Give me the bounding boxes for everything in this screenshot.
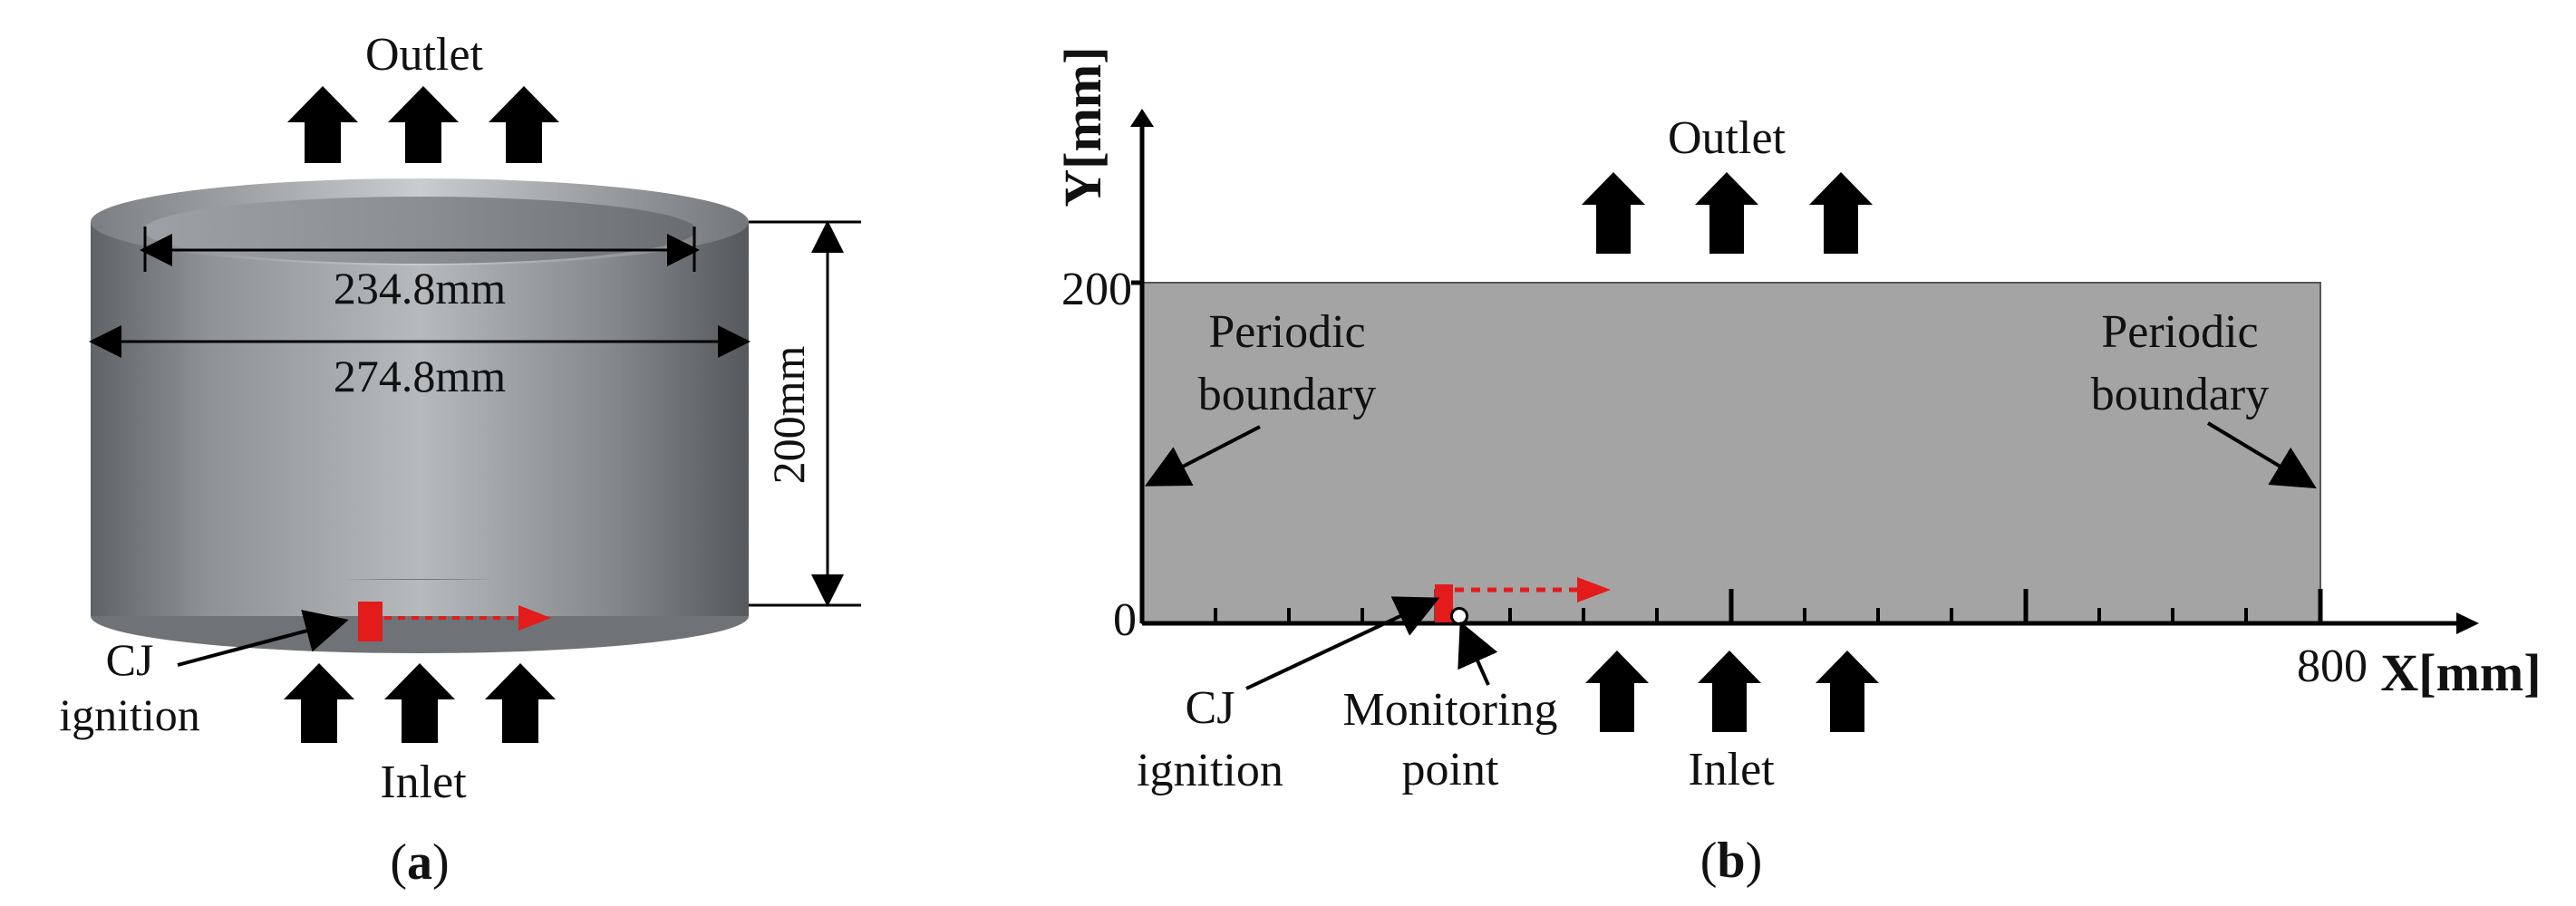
periodic-right-line-1: Periodic — [2101, 306, 2258, 358]
panel-a-caption: (a) — [390, 834, 449, 891]
panel-a-ignition-pointer — [177, 610, 349, 667]
x-tick-label-800: 800 — [2297, 641, 2368, 692]
x-axis-arrow-icon — [2456, 612, 2479, 634]
cylinder-lower-face — [91, 580, 749, 616]
up-arrow-icon — [489, 86, 559, 163]
panel-a-outlet-arrows — [287, 86, 559, 163]
up-arrow-icon — [1698, 651, 1761, 732]
cylinder-body — [91, 222, 749, 616]
monitoring-line-2: point — [1402, 744, 1499, 795]
up-arrow-icon — [384, 663, 455, 743]
up-arrow-icon — [1585, 651, 1649, 732]
panel-b-ignition-line-2: ignition — [1137, 745, 1283, 796]
detonation-direction-arrow-icon — [518, 605, 551, 631]
y-axis-arrow-icon — [1130, 109, 1154, 127]
up-arrow-icon — [287, 86, 358, 163]
up-arrow-icon — [1582, 172, 1645, 254]
monitoring-line-1: Monitoring — [1343, 684, 1558, 736]
monitoring-point-marker — [1450, 607, 1468, 625]
up-arrow-icon — [284, 663, 354, 743]
panel-a-inlet-label: Inlet — [380, 757, 467, 808]
up-arrow-icon — [388, 86, 459, 163]
x-axis-label: X[mm] — [2380, 643, 2541, 702]
panel-a: Outlet 234.8mm 274.8mm 200mm — [59, 29, 861, 891]
panel-a-inlet-arrows — [284, 663, 556, 743]
cylinder-inner-opening — [143, 197, 696, 264]
outer-diameter-label: 274.8mm — [334, 351, 506, 401]
cylinder — [91, 178, 749, 653]
periodic-left-line-2: boundary — [1198, 369, 1376, 420]
panel-b-outlet-label: Outlet — [1668, 112, 1787, 164]
panel-a-ignition-line-1: CJ — [106, 634, 154, 685]
panel-b-cj-ignition-marker — [1435, 584, 1453, 622]
height-label: 200mm — [763, 346, 814, 485]
inner-diameter-label: 234.8mm — [334, 263, 506, 313]
panel-b-inlet-arrows — [1585, 651, 1879, 732]
up-arrow-icon — [1695, 172, 1758, 254]
y-tick-label-0: 0 — [1113, 594, 1137, 646]
panel-a-outlet-label: Outlet — [365, 29, 484, 81]
panel-b-ignition-pointer — [1245, 596, 1440, 690]
cj-ignition-marker — [358, 602, 383, 641]
panel-b-detonation-direction-arrow-icon — [1577, 577, 1611, 602]
monitoring-point-pointer — [1457, 621, 1498, 686]
up-arrow-icon — [485, 663, 556, 743]
up-arrow-icon — [1816, 651, 1879, 732]
periodic-left-pointer — [1144, 425, 1261, 487]
panel-b-inlet-label: Inlet — [1688, 744, 1775, 795]
y-tick-label-200: 200 — [1061, 264, 1132, 315]
y-axis-label: Y[mm] — [1053, 46, 1112, 207]
up-arrow-icon — [1809, 172, 1873, 254]
periodic-right-pointer — [2206, 421, 2317, 489]
panel-a-ignition-line-2: ignition — [59, 689, 200, 740]
periodic-right-line-2: boundary — [2091, 369, 2269, 420]
panel-b: 200 0 — [1053, 46, 2542, 889]
periodic-left-line-1: Periodic — [1208, 306, 1365, 358]
panel-b-caption: (b) — [1700, 833, 1762, 889]
panel-b-outlet-arrows — [1582, 172, 1873, 254]
panel-b-ignition-line-1: CJ — [1186, 682, 1235, 734]
